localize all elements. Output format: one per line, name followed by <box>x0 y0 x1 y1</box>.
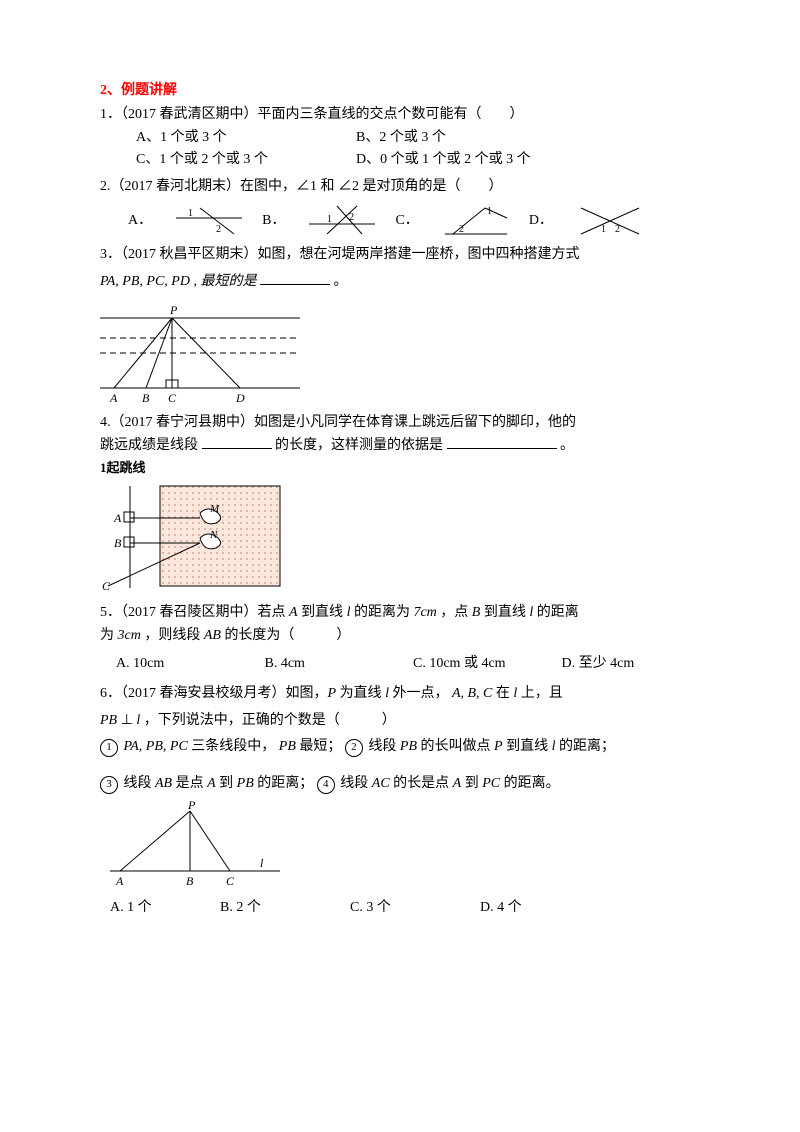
q1-opt-c: C、1 个或 2 个或 3 个 <box>136 149 356 171</box>
svg-text:2: 2 <box>459 224 464 235</box>
svg-text:N: N <box>209 529 218 541</box>
svg-text:C: C <box>226 874 235 888</box>
q4-line1: 4.（2017 春宁河县期中）如图是小凡同学在体育课上跳远后留下的脚印，他的 <box>100 412 710 434</box>
q1-opt-a: A、1 个或 3 个 <box>136 127 356 149</box>
q1-opt-d: D、0 个或 1 个或 2 个或 3 个 <box>356 149 531 171</box>
q5-line1: 5．（2017 春召陵区期中）若点 A 到直线 l 的距离为 7cm ，点 B … <box>100 602 710 624</box>
q6-options: A. 1 个 B. 2 个 C. 3 个 D. 4 个 <box>100 897 710 919</box>
q5-opt-a: A. 10cm <box>116 653 265 675</box>
svg-text:2: 2 <box>349 212 354 223</box>
q4-blank2 <box>447 434 557 449</box>
q6-statements-1: 1 PA, PB, PC 三条线段中， PB 最短； 2 线段 PB 的长叫做点… <box>100 736 710 758</box>
q4-fig-title: 1起跳线 <box>100 458 710 479</box>
svg-text:C: C <box>168 391 177 405</box>
q2-figures: A． 1 2 B． 1 2 C． 1 2 <box>128 204 710 238</box>
q1-opt-b: B、2 个或 3 个 <box>356 127 446 149</box>
circled-1: 1 <box>100 739 118 757</box>
question-5: 5．（2017 春召陵区期中）若点 A 到直线 l 的距离为 7cm ，点 B … <box>100 602 710 675</box>
svg-text:D: D <box>235 391 245 405</box>
question-2: 2.（2017 春河北期末）在图中，∠1 和 ∠2 是对顶角的是（ ） A． 1… <box>100 176 710 238</box>
q5-options: A. 10cm B. 4cm C. 10cm 或 4cm D. 至少 4cm <box>100 653 710 675</box>
q6-line2: PB ⊥ l ，下列说法中，正确的个数是（ ） <box>100 710 710 732</box>
q5-opt-b: B. 4cm <box>265 653 414 675</box>
q6-opt-d: D. 4 个 <box>480 897 630 919</box>
svg-text:M: M <box>209 503 220 515</box>
q3-blank <box>260 270 330 285</box>
q2-label-d: D． <box>529 210 553 232</box>
question-6: 6．（2017 春海安县校级月考）如图，P 为直线 l 外一点， A, B, C… <box>100 683 710 919</box>
svg-text:1: 1 <box>188 208 193 219</box>
q4-l2b: 的长度，这样测量的依据是 <box>275 438 443 453</box>
svg-text:C: C <box>102 579 111 593</box>
svg-text:A: A <box>115 874 124 888</box>
svg-text:A: A <box>109 391 118 405</box>
q2-label-a: A． <box>128 210 152 232</box>
q5-opt-c: C. 10cm 或 4cm <box>413 653 562 675</box>
page: 2、例题讲解 1．（2017 春武清区期中）平面内三条直线的交点个数可能有（ ）… <box>0 0 800 1132</box>
q5-line2: 为 3cm ，则线段 AB 的长度为（ ） <box>100 625 710 647</box>
circled-2: 2 <box>345 739 363 757</box>
svg-text:2: 2 <box>615 224 620 235</box>
svg-text:P: P <box>169 303 178 317</box>
q2-fig-d: 1 2 <box>575 204 645 238</box>
svg-text:A: A <box>113 511 122 525</box>
q2-label-b: B． <box>262 210 285 232</box>
circled-3: 3 <box>100 776 118 794</box>
q4-l2c: 。 <box>560 438 574 453</box>
q3-line2-pre: PA, PB, PC, PD , 最短的是 <box>100 274 256 289</box>
svg-text:1: 1 <box>487 206 492 217</box>
svg-text:1: 1 <box>601 224 606 235</box>
q6-opt-b: B. 2 个 <box>220 897 350 919</box>
svg-text:1: 1 <box>327 214 332 225</box>
circled-4: 4 <box>317 776 335 794</box>
q2-stem: 2.（2017 春河北期末）在图中，∠1 和 ∠2 是对顶角的是（ ） <box>100 176 710 198</box>
question-3: 3．（2017 秋昌平区期末）如图，想在河堤两岸搭建一座桥，图中四种搭建方式 P… <box>100 244 710 408</box>
q2-label-c: C． <box>395 210 418 232</box>
q4-line2: 跳远成绩是线段 的长度，这样测量的依据是 。 <box>100 434 710 457</box>
q1-stem: 1．（2017 春武清区期中）平面内三条直线的交点个数可能有（ ） <box>100 104 710 126</box>
q3-line1: 3．（2017 秋昌平区期末）如图，想在河堤两岸搭建一座桥，图中四种搭建方式 <box>100 244 710 266</box>
q2-fig-a: 1 2 <box>174 204 244 238</box>
q3-line2: PA, PB, PC, PD , 最短的是 。 <box>100 270 710 293</box>
svg-text:l: l <box>260 856 264 870</box>
q4-l2a: 跳远成绩是线段 <box>100 438 198 453</box>
svg-text:B: B <box>186 874 194 888</box>
q4-figure: A B C M N <box>100 478 300 598</box>
q3-figure: P A B C D <box>100 298 300 408</box>
svg-text:B: B <box>114 536 122 550</box>
section-title: 2、例题讲解 <box>100 80 710 102</box>
q4-blank1 <box>202 434 272 449</box>
q6-opt-a: A. 1 个 <box>110 897 220 919</box>
q6-line1: 6．（2017 春海安县校级月考）如图，P 为直线 l 外一点， A, B, C… <box>100 683 710 705</box>
svg-text:P: P <box>187 801 196 812</box>
q2-fig-c: 1 2 <box>441 204 511 238</box>
svg-text:2: 2 <box>216 224 221 235</box>
question-4: 4.（2017 春宁河县期中）如图是小凡同学在体育课上跳远后留下的脚印，他的 跳… <box>100 412 710 599</box>
question-1: 1．（2017 春武清区期中）平面内三条直线的交点个数可能有（ ） A、1 个或… <box>100 104 710 171</box>
q5-opt-d: D. 至少 4cm <box>562 653 711 675</box>
q6-opt-c: C. 3 个 <box>350 897 480 919</box>
q3-line2-post: 。 <box>333 274 347 289</box>
q2-fig-b: 1 2 <box>307 204 377 238</box>
q6-figure: P A B C l <box>100 801 290 891</box>
svg-text:B: B <box>142 391 150 405</box>
q6-statements-2: 3 线段 AB 是点 A 到 PB 的距离； 4 线段 AC 的长是点 A 到 … <box>100 773 710 795</box>
